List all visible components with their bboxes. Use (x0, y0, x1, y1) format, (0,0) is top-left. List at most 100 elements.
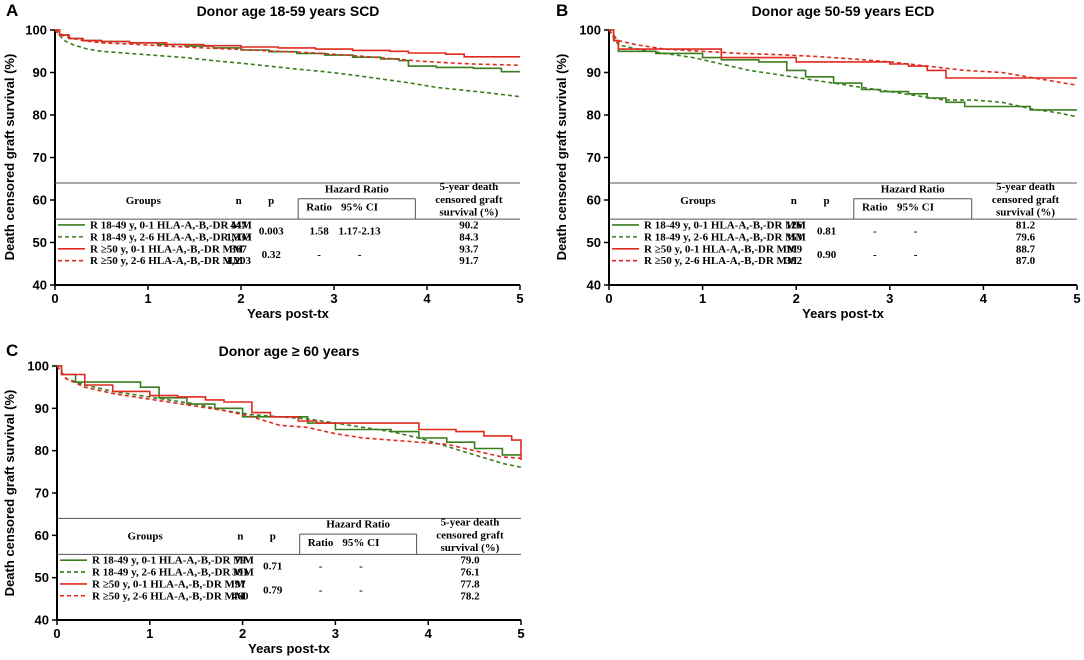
table-header-n: n (791, 195, 797, 207)
x-tick-label: 4 (425, 626, 433, 641)
table-cell-survival: 81.2 (1016, 219, 1036, 231)
series-line-4 (608, 29, 1078, 87)
series-line-2 (608, 29, 1078, 118)
x-tick-label: 5 (1073, 291, 1080, 306)
x-tick-label: 2 (239, 626, 246, 641)
table-cell-survival: 88.7 (1016, 243, 1036, 255)
table-header-survival-2: censored graft (435, 194, 503, 206)
table-cell-n: 126 (786, 219, 803, 231)
table-header-ci: 95% CI (897, 202, 934, 214)
y-tick-label: 90 (587, 65, 601, 80)
table-cell-p: 0.32 (262, 249, 282, 261)
panel-letter: B (556, 1, 568, 20)
y-tick-label: 80 (33, 108, 47, 123)
chart-title: Donor age 50-59 years ECD (752, 3, 935, 19)
table-cell-group: R ≥50 y, 2-6 HLA-A,-B,-DR MM (644, 255, 798, 267)
table-cell-ratio: - (317, 249, 321, 261)
table-cell-n: 353 (786, 231, 803, 243)
x-tick-label: 1 (699, 291, 706, 306)
series-line-2 (54, 29, 521, 98)
table-cell-group: R 18-49 y, 2-6 HLA-A,-B,-DR MM (90, 231, 253, 243)
y-tick-label: 50 (33, 235, 47, 250)
x-tick-label: 3 (332, 626, 339, 641)
table-header-hazard-ratio: Hazard Ratio (326, 519, 390, 531)
table-background (58, 517, 521, 619)
table-cell-group: R 18-49 y, 2-6 HLA-A,-B,-DR MM (92, 567, 255, 579)
table-cell-n: 447 (230, 219, 247, 231)
table-background (56, 182, 520, 284)
chart-panel-a: A Donor age 18-59 years SCD40506070809010… (2, 1, 524, 321)
table-header-survival-1: 5-year death (996, 181, 1055, 193)
results-table: Groups n p Hazard Ratio Ratio 95% CI 5-year de… (55, 181, 520, 284)
y-tick-label: 70 (33, 150, 47, 165)
series-line-1 (609, 29, 1077, 111)
table-cell-ci: 1.17-2.13 (338, 225, 381, 237)
table-cell-ratio: - (319, 584, 323, 596)
series-line-4 (56, 365, 522, 460)
table-header-survival-1: 5-year death (439, 181, 498, 193)
table-cell-ci: - (914, 225, 918, 237)
table-cell-n: 97 (235, 578, 247, 590)
table-cell-n: 1,203 (226, 255, 251, 267)
table-cell-survival: 76.1 (460, 567, 479, 579)
table-header-ratio: Ratio (308, 537, 334, 549)
results-table: Groups n p Hazard Ratio Ratio 95% CI 5-year de… (609, 181, 1077, 284)
x-tick-label: 2 (793, 291, 800, 306)
table-cell-n: 79 (235, 555, 247, 567)
series-line-3 (609, 29, 1077, 79)
table-cell-group: R 18-49 y, 0-1 HLA-A,-B,-DR MM (90, 219, 253, 231)
table-cell-survival: 91.7 (459, 255, 479, 267)
table-cell-group: R ≥50 y, 0-1 HLA-A,-B,-DR MM (90, 243, 244, 255)
results-table: Groups n p Hazard Ratio Ratio 95% CI 5-year de… (57, 517, 521, 619)
chart-title: Donor age 18-59 years SCD (197, 3, 380, 19)
table-header-ratio: Ratio (306, 202, 332, 214)
x-tick-label: 1 (146, 626, 153, 641)
y-tick-label: 60 (35, 528, 49, 543)
y-tick-label: 100 (25, 23, 47, 38)
x-tick-label: 2 (237, 291, 244, 306)
table-header-groups: Groups (680, 195, 716, 207)
table-cell-survival: 79.6 (1016, 231, 1036, 243)
y-axis-label: Death censored graft survival (%) (2, 390, 17, 597)
y-tick-label: 100 (579, 23, 601, 38)
table-cell-ci: - (359, 561, 363, 573)
chart-title: Donor age ≥ 60 years (219, 343, 360, 359)
table-cell-ratio: - (319, 561, 323, 573)
y-tick-label: 50 (35, 570, 49, 585)
series-line-1 (57, 365, 521, 456)
table-cell-survival: 84.3 (459, 231, 479, 243)
table-cell-survival: 93.7 (459, 243, 479, 255)
table-cell-ratio: - (873, 225, 877, 237)
table-background (610, 182, 1077, 284)
table-cell-n: 367 (230, 243, 247, 255)
y-tick-label: 60 (587, 193, 601, 208)
table-header-n: n (237, 530, 243, 542)
x-tick-label: 5 (516, 291, 523, 306)
table-header-hazard-ratio: Hazard Ratio (881, 183, 945, 195)
y-tick-label: 60 (33, 193, 47, 208)
series-line-4 (54, 29, 521, 67)
table-cell-group: R 18-49 y, 0-1 HLA-A,-B,-DR MM (644, 219, 807, 231)
table-header-ratio: Ratio (862, 202, 888, 214)
table-cell-ci: - (914, 249, 918, 261)
x-tick-label: 4 (423, 291, 431, 306)
x-tick-label: 0 (605, 291, 612, 306)
table-header-survival-1: 5-year death (441, 517, 500, 529)
table-header-survival-3: survival (%) (996, 207, 1055, 219)
x-tick-label: 5 (517, 626, 524, 641)
table-cell-p: 0.71 (263, 561, 282, 573)
x-tick-label: 1 (144, 291, 151, 306)
table-cell-p: 0.81 (817, 225, 836, 237)
chart-panel-b: B Donor age 50-59 years ECD40506070809010… (554, 1, 1081, 321)
table-header-p: p (268, 195, 274, 207)
y-tick-label: 40 (35, 613, 49, 628)
table-header-survival-2: censored graft (992, 194, 1060, 206)
table-cell-ci: - (358, 249, 362, 261)
table-cell-survival: 78.2 (460, 590, 480, 602)
panel-letter: C (6, 341, 18, 360)
series-line-3 (55, 29, 520, 58)
table-header-groups: Groups (128, 530, 164, 542)
table-header-survival-3: survival (%) (440, 542, 499, 554)
table-cell-group: R ≥50 y, 0-1 HLA-A,-B,-DR MM (644, 243, 798, 255)
